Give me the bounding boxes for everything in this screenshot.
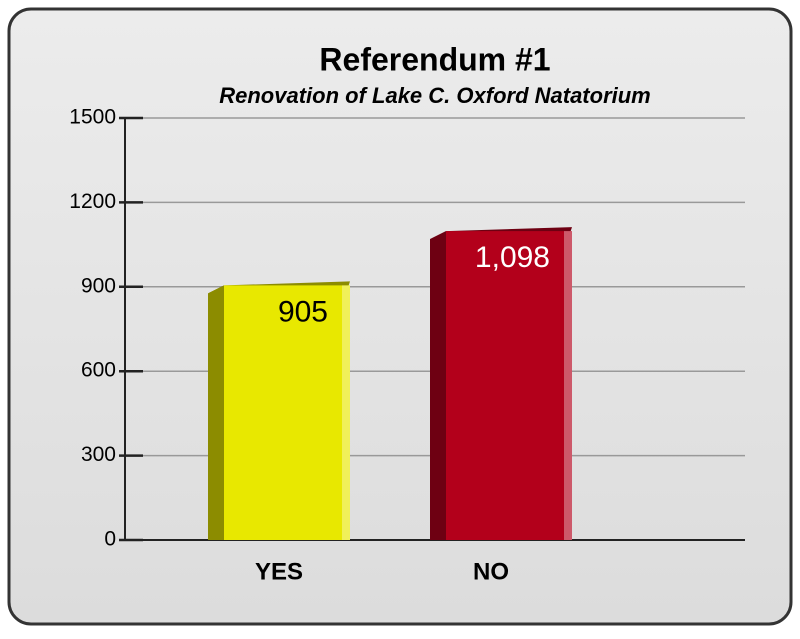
- bar-highlight: [342, 285, 350, 540]
- y-tick-label: 900: [81, 274, 116, 297]
- value-label: 1,098: [475, 241, 550, 274]
- y-tick-label: 600: [81, 359, 116, 382]
- bar-side: [208, 285, 224, 540]
- chart-title: Referendum #1: [319, 41, 550, 77]
- value-label: 905: [278, 295, 328, 328]
- frame: [7, 7, 793, 626]
- bar-highlight: [564, 231, 572, 540]
- bar: [446, 231, 572, 540]
- bar: [224, 285, 350, 540]
- bar-side: [430, 231, 446, 540]
- chart-subtitle: Renovation of Lake C. Oxford Natatorium: [219, 83, 651, 108]
- y-tick-label: 1500: [69, 106, 116, 129]
- y-tick-label: 300: [81, 443, 116, 466]
- y-tick-label: 1200: [69, 190, 116, 213]
- x-tick-label: NO: [473, 558, 509, 585]
- x-tick-label: YES: [255, 558, 303, 585]
- y-tick-label: 0: [104, 528, 116, 551]
